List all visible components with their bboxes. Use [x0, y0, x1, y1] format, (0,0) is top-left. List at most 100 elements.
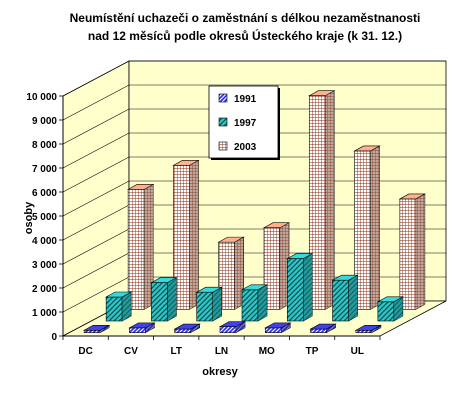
- x-axis-label: okresy: [202, 366, 238, 378]
- x-tick-label: CV: [124, 346, 138, 357]
- bar-top: [217, 236, 245, 243]
- bar-top: [309, 323, 337, 330]
- bar-1991-LN: [218, 321, 247, 334]
- bar-side-texture: [303, 253, 313, 321]
- chart-title-line1: Neumístění uchazeči o zaměstnání s délko…: [70, 11, 421, 25]
- bar-2003-TP: [353, 145, 381, 310]
- legend-label-1997: 1997: [234, 118, 257, 129]
- bar-1997-LN: [240, 284, 269, 322]
- x-tick-label: LN: [215, 346, 228, 357]
- y-tick-label: 1 000: [32, 308, 57, 319]
- bar-front: [219, 326, 237, 333]
- y-tick-label: 10 000: [26, 92, 57, 103]
- bar-front: [241, 289, 259, 322]
- y-tick-label: 3 000: [32, 260, 57, 271]
- y-tick-label: 9 000: [32, 116, 57, 127]
- bar-top: [286, 253, 314, 259]
- bar-front: [264, 327, 282, 333]
- bar-side-texture: [122, 292, 132, 321]
- bar-1991-DC: [82, 324, 111, 334]
- bar-side-texture: [370, 145, 380, 310]
- bar-side-texture: [348, 275, 358, 321]
- legend-label-1991: 1991: [234, 94, 257, 105]
- bar-top: [173, 323, 201, 330]
- x-tick-label: UL: [351, 346, 364, 357]
- x-tick-label: MO: [259, 346, 275, 357]
- bar-side-texture: [212, 287, 222, 321]
- bar-1997-DC: [104, 291, 133, 322]
- bar-1991-LT: [173, 323, 201, 334]
- bar-2003-DC: [126, 183, 155, 310]
- bar-side-texture: [100, 325, 110, 333]
- legend-swatch-1991: [218, 93, 228, 103]
- x-tick-label: TP: [306, 346, 319, 357]
- bar-1991-TP: [309, 323, 337, 334]
- y-axis-label: osoby: [23, 201, 35, 234]
- legend-swatch-1997: [218, 117, 228, 127]
- bar-top: [398, 193, 427, 200]
- gridline: [62, 84, 446, 121]
- bar-1991-UL: [354, 324, 383, 334]
- x-tick-label: DC: [78, 346, 92, 357]
- bar-1997-CV: [150, 277, 178, 322]
- bar-front: [355, 329, 373, 333]
- bars: [82, 90, 427, 334]
- gridline: [62, 108, 446, 145]
- bar-top: [172, 160, 200, 166]
- bar-top: [126, 184, 155, 190]
- bar-front: [332, 279, 349, 322]
- bar-side-texture: [258, 284, 267, 321]
- bar-top: [195, 286, 223, 293]
- bar-front: [129, 327, 146, 333]
- y-axis-ticks: 0 1 000 2 000 3 000 4 000 5 000 6 000 7 000 8 00…: [26, 92, 64, 343]
- bar-top: [240, 284, 269, 291]
- bar-front: [399, 198, 417, 310]
- bar-front: [83, 329, 101, 333]
- bar-front: [151, 282, 168, 322]
- y-tick-label: 5 000: [32, 212, 57, 223]
- bar-top: [308, 90, 336, 97]
- bar-1997-MO: [286, 253, 314, 322]
- gridline: [62, 156, 446, 193]
- y-tick-label: 8 000: [32, 140, 57, 151]
- bar-2003-MO: [308, 90, 336, 310]
- bar-top: [218, 321, 247, 327]
- bar-side-texture: [236, 321, 245, 333]
- bar-top: [150, 277, 178, 283]
- y-tick-label: 6 000: [32, 188, 57, 199]
- bar-1997-LT: [195, 286, 223, 322]
- legend-label-2003: 2003: [234, 142, 257, 153]
- chart-title-line2: nad 12 měsíců podle okresů Ústeckého kra…: [88, 28, 402, 43]
- bar-2003-UL: [398, 193, 427, 310]
- bar-top: [262, 222, 291, 229]
- legend-swatch-2003: [218, 141, 228, 151]
- bar-1997-TP: [331, 274, 359, 322]
- bar-2003-LN: [262, 222, 291, 310]
- bar-side-texture: [189, 160, 199, 310]
- bar-top: [354, 324, 383, 331]
- bar-2003-CV: [172, 159, 200, 310]
- y-tick-label: 7 000: [32, 164, 57, 175]
- bar-top: [353, 145, 381, 152]
- bar-front: [174, 328, 192, 333]
- legend: 1991 1997 2003: [208, 85, 280, 160]
- bar-side-texture: [281, 322, 291, 333]
- bar-side-texture: [393, 296, 403, 321]
- bar-top: [82, 324, 111, 331]
- bar-top: [264, 322, 292, 329]
- bar-side-texture: [280, 222, 289, 310]
- bar-1991-CV: [128, 322, 156, 334]
- bar-side-texture: [326, 324, 336, 333]
- gridline: [62, 60, 446, 97]
- bar-1997-UL: [376, 296, 405, 322]
- bar-side-texture: [234, 237, 244, 310]
- bar-front: [377, 301, 395, 322]
- y-tick-label: 0: [51, 332, 57, 343]
- bar-1991-MO: [264, 322, 292, 334]
- bar-top: [128, 322, 156, 329]
- bar-top: [376, 296, 405, 303]
- x-axis-ticks: DC CV LT LN MO TP UL: [62, 335, 381, 357]
- bar-side-texture: [325, 90, 335, 310]
